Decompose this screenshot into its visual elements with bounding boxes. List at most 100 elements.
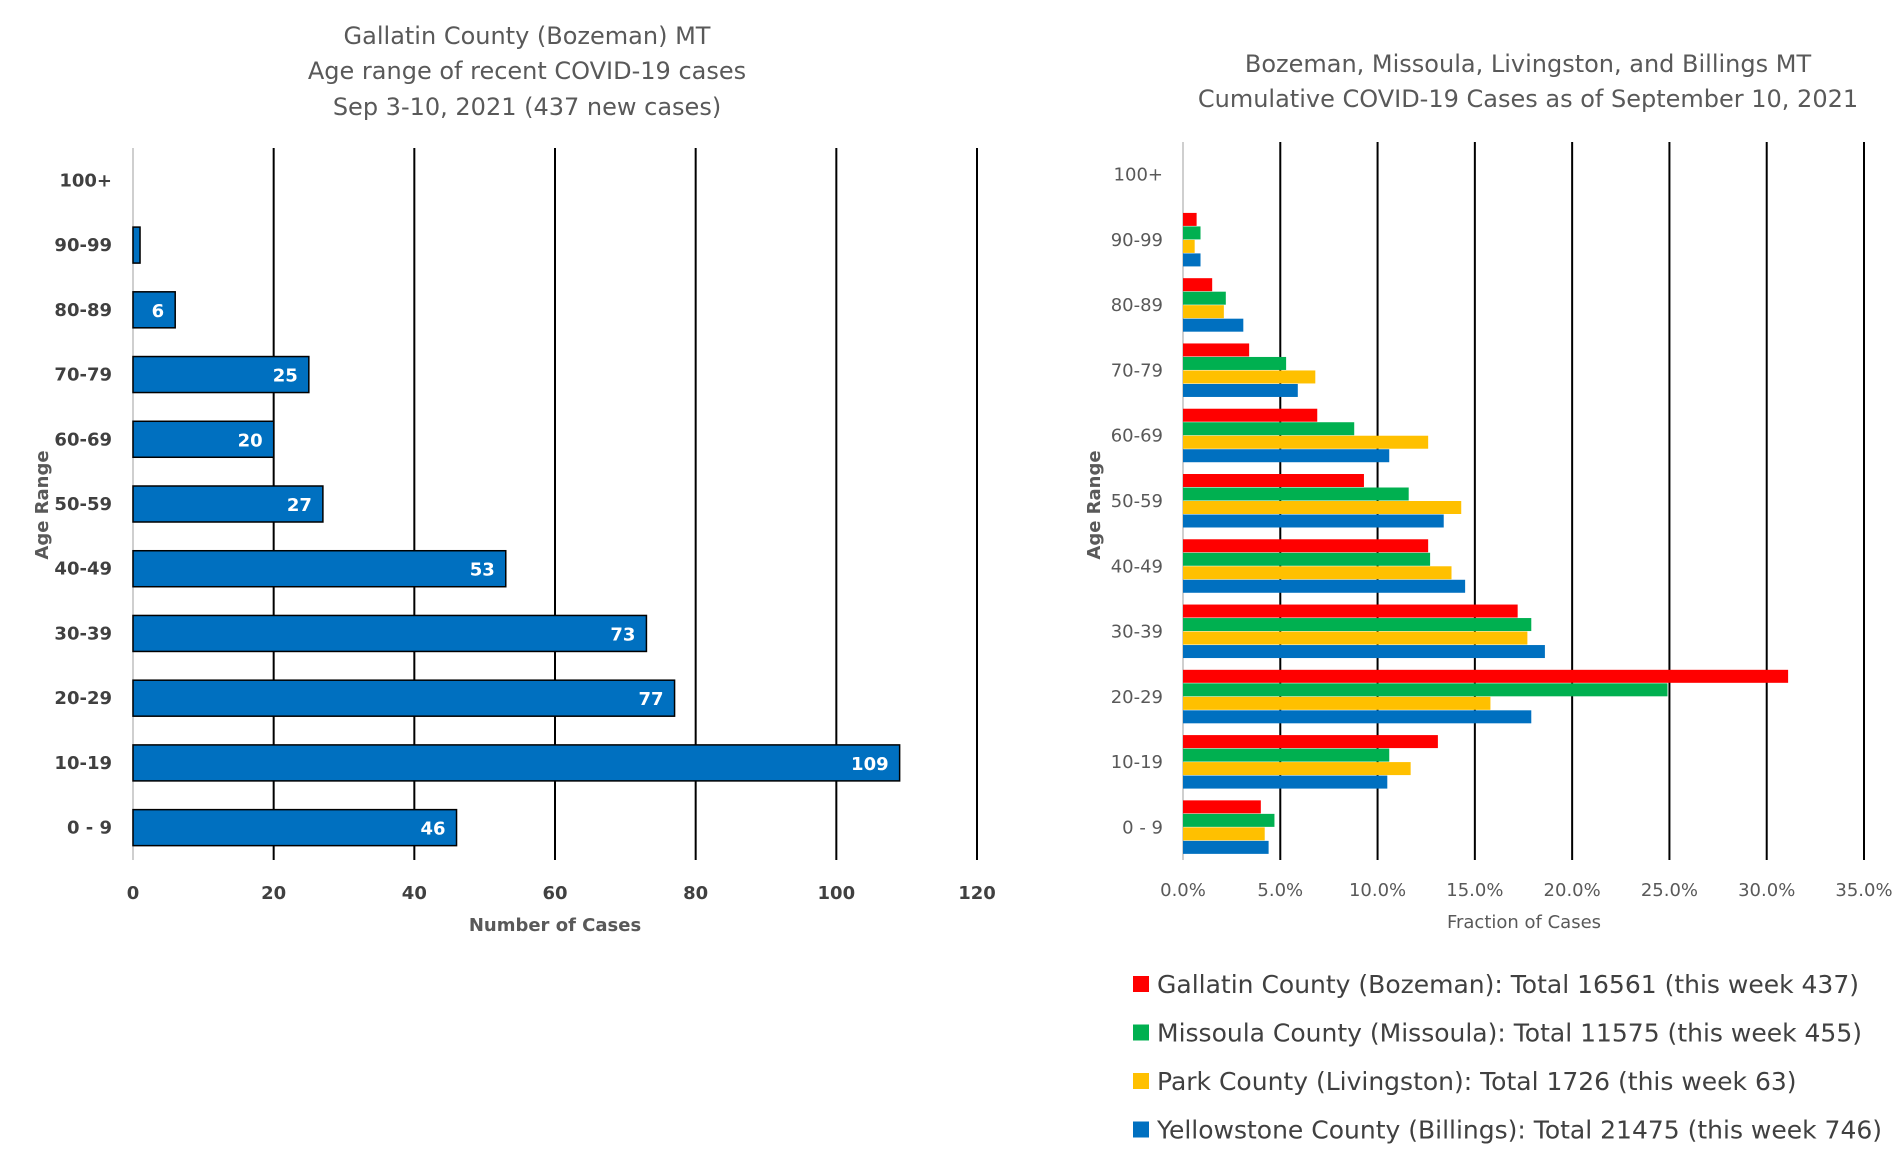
left-bar-50-59 bbox=[132, 485, 324, 523]
right-chart-title-line-2: Cumulative COVID-19 Cases as of Septembe… bbox=[1198, 85, 1858, 113]
county-comparison-bar-chart: Bozeman, Missoula, Livingston, and Billi… bbox=[1084, 50, 1893, 1145]
right-bar-series1-40-49 bbox=[1183, 552, 1431, 566]
left-chart-title-line-2: Age range of recent COVID-19 cases bbox=[308, 57, 746, 85]
left-data-label-20-29: 77 bbox=[639, 689, 664, 710]
right-bar-series1-10-19 bbox=[1183, 748, 1390, 762]
right-bar-series2-60-69 bbox=[1183, 435, 1429, 449]
left-x-tick-60: 60 bbox=[542, 883, 567, 904]
right-chart-title-line-1: Bozeman, Missoula, Livingston, and Billi… bbox=[1245, 50, 1812, 78]
left-y-tick-30-39: 30-39 bbox=[54, 623, 112, 644]
left-data-label-80-89: 6 bbox=[152, 301, 165, 322]
right-x-tick-25.0%: 25.0% bbox=[1641, 880, 1698, 901]
left-chart-title-line-3: Sep 3-10, 2021 (437 new cases) bbox=[333, 93, 721, 121]
right-x-tick-10.0%: 10.0% bbox=[1349, 880, 1406, 901]
right-chart-legend: Gallatin County (Bozeman): Total 16561 (… bbox=[1133, 970, 1882, 1145]
right-bar-series1-50-59 bbox=[1183, 487, 1409, 501]
right-x-tick-35.0%: 35.0% bbox=[1835, 880, 1892, 901]
left-y-tick-60-69: 60-69 bbox=[54, 429, 112, 450]
left-bar-40-49 bbox=[132, 549, 507, 588]
right-y-tick-80-89: 80-89 bbox=[1111, 295, 1163, 316]
gallatin-age-bar-chart: Gallatin County (Bozeman) MT Age range o… bbox=[32, 22, 996, 936]
right-y-tick-0-9: 0 - 9 bbox=[1122, 817, 1163, 838]
left-bar-80-89 bbox=[132, 291, 176, 329]
right-y-tick-20-29: 20-29 bbox=[1111, 687, 1163, 708]
right-x-tick-15.0%: 15.0% bbox=[1446, 880, 1503, 901]
legend-label-2: Park County (Livingston): Total 1726 (th… bbox=[1157, 1067, 1797, 1096]
right-y-tick-10-19: 10-19 bbox=[1111, 752, 1163, 773]
right-bar-series3-0-9 bbox=[1183, 840, 1269, 854]
right-bar-series0-70-79 bbox=[1183, 343, 1250, 357]
right-bar-series0-30-39 bbox=[1183, 604, 1518, 618]
left-data-label-70-79: 25 bbox=[273, 366, 298, 387]
left-data-label-10-19: 109 bbox=[851, 754, 889, 775]
left-x-tick-80: 80 bbox=[683, 883, 708, 904]
left-chart-bars: 46 109 77 73 53 27 20 25 6 bbox=[132, 226, 901, 847]
right-chart-x-axis-label: Fraction of Cases bbox=[1447, 912, 1601, 933]
right-bar-series1-70-79 bbox=[1183, 356, 1287, 370]
right-bar-series3-10-19 bbox=[1183, 775, 1388, 789]
right-bar-series0-40-49 bbox=[1183, 539, 1429, 553]
legend-swatch-1 bbox=[1133, 1024, 1149, 1041]
legend-label-3: Yellowstone County (Billings): Total 214… bbox=[1156, 1116, 1882, 1145]
right-bar-series3-60-69 bbox=[1183, 449, 1390, 463]
left-data-label-60-69: 20 bbox=[238, 430, 263, 451]
right-bar-series2-70-79 bbox=[1183, 370, 1316, 384]
left-y-tick-70-79: 70-79 bbox=[54, 365, 112, 386]
left-data-label-0-9: 46 bbox=[420, 819, 445, 840]
right-bar-series0-80-89 bbox=[1183, 278, 1213, 292]
right-x-tick-0.0%: 0.0% bbox=[1160, 880, 1206, 901]
left-bar-20-29 bbox=[132, 679, 676, 717]
left-chart-title-line-1: Gallatin County (Bozeman) MT bbox=[344, 22, 711, 50]
right-bar-series2-50-59 bbox=[1183, 501, 1462, 514]
right-bar-series0-10-19 bbox=[1183, 735, 1438, 749]
right-bar-series3-70-79 bbox=[1183, 383, 1298, 397]
left-x-tick-0: 0 bbox=[127, 883, 140, 904]
right-x-tick-20.0%: 20.0% bbox=[1544, 880, 1601, 901]
left-chart-y-axis-label: Age Range bbox=[32, 450, 53, 559]
right-x-tick-5.0%: 5.0% bbox=[1257, 880, 1303, 901]
left-bar-70-79 bbox=[132, 355, 310, 394]
left-x-tick-120: 120 bbox=[958, 883, 996, 904]
right-y-tick-70-79: 70-79 bbox=[1111, 360, 1163, 381]
right-bar-series0-90-99 bbox=[1183, 212, 1197, 226]
legend-swatch-0 bbox=[1133, 976, 1149, 992]
right-bar-series2-40-49 bbox=[1183, 566, 1452, 580]
left-data-label-50-59: 27 bbox=[287, 495, 312, 516]
right-bar-series0-50-59 bbox=[1183, 474, 1364, 487]
left-bar-30-39 bbox=[132, 614, 648, 653]
right-bar-series2-80-89 bbox=[1183, 305, 1224, 319]
right-chart-y-tick-labels: 0 - 9 10-19 20-29 30-39 40-49 50-59 60-69 70-79… bbox=[1111, 165, 1163, 839]
left-chart-x-axis-label: Number of Cases bbox=[469, 915, 641, 936]
left-y-tick-40-49: 40-49 bbox=[54, 559, 112, 580]
left-bar-90-99 bbox=[132, 226, 141, 264]
right-y-tick-100+: 100+ bbox=[1114, 165, 1163, 186]
right-bar-series1-80-89 bbox=[1183, 291, 1226, 305]
right-chart-y-axis-label: Age Range bbox=[1084, 450, 1105, 559]
right-bar-series3-90-99 bbox=[1183, 253, 1201, 267]
right-bar-series1-90-99 bbox=[1183, 226, 1201, 240]
right-y-tick-90-99: 90-99 bbox=[1111, 230, 1163, 251]
right-bar-series1-20-29 bbox=[1183, 683, 1668, 697]
left-data-label-40-49: 53 bbox=[470, 560, 495, 581]
right-bar-series2-20-29 bbox=[1183, 696, 1491, 710]
right-bar-series2-90-99 bbox=[1183, 239, 1195, 253]
right-chart-bars bbox=[1183, 212, 1789, 854]
left-chart-y-tick-labels: 0 - 9 10-19 20-29 30-39 40-49 50-59 60-69 70-79… bbox=[54, 170, 112, 838]
left-x-tick-100: 100 bbox=[818, 883, 856, 904]
left-y-tick-100+: 100+ bbox=[59, 170, 112, 191]
right-chart-x-tick-labels: 0.0% 5.0% 10.0% 15.0% 20.0% 25.0% 30.0% 35.0% bbox=[1160, 880, 1892, 901]
right-bar-series2-10-19 bbox=[1183, 762, 1411, 776]
right-bar-series3-50-59 bbox=[1183, 514, 1444, 528]
right-bar-series0-60-69 bbox=[1183, 408, 1318, 422]
left-chart-x-tick-labels: 0 20 40 60 80 100 120 bbox=[127, 883, 996, 904]
left-chart-gridlines bbox=[132, 148, 978, 860]
left-data-label-30-39: 73 bbox=[610, 624, 635, 645]
legend-swatch-2 bbox=[1133, 1073, 1149, 1089]
right-y-tick-50-59: 50-59 bbox=[1111, 491, 1163, 512]
left-bar-0-9 bbox=[132, 808, 458, 847]
right-y-tick-60-69: 60-69 bbox=[1111, 426, 1163, 447]
right-bar-series0-0-9 bbox=[1183, 800, 1261, 814]
left-y-tick-20-29: 20-29 bbox=[54, 688, 112, 709]
right-bar-series1-60-69 bbox=[1183, 422, 1355, 436]
